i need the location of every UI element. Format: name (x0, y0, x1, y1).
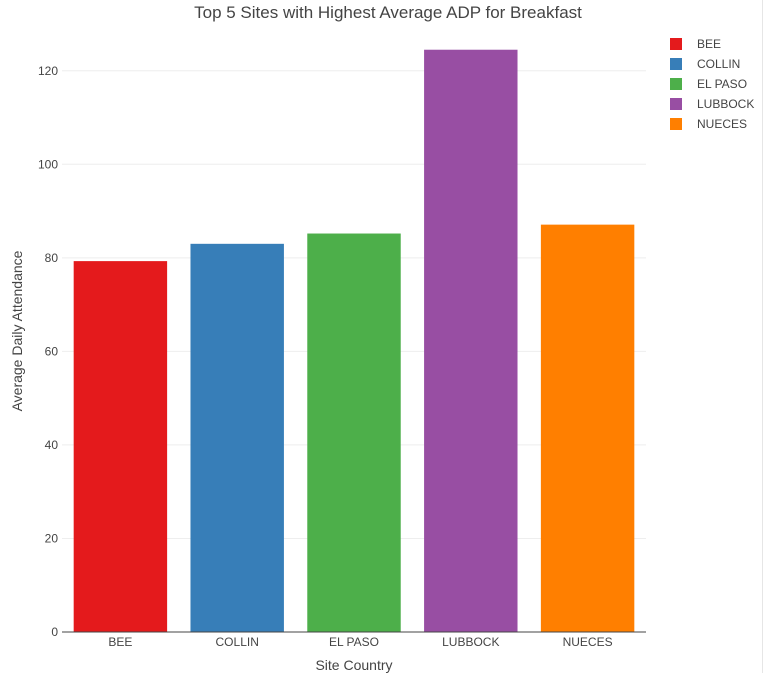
y-tick-label: 80 (45, 251, 59, 265)
legend-swatch (670, 98, 682, 110)
legend-label: EL PASO (697, 77, 747, 91)
y-axis-ticks: 0 20 40 60 80 100 120 (38, 64, 58, 639)
legend-label: LUBBOCK (697, 97, 754, 111)
frame-border-right (762, 0, 763, 673)
bar-nueces (540, 224, 635, 632)
chart-title: Top 5 Sites with Highest Average ADP for… (194, 3, 582, 22)
bar-bee (73, 261, 168, 632)
bar-el-paso (307, 233, 401, 632)
x-tick-label: NUECES (563, 635, 613, 649)
x-tick-label: LUBBOCK (442, 635, 499, 649)
legend: BEE COLLIN EL PASO LUBBOCK NUECES (670, 37, 754, 131)
legend-swatch (670, 38, 682, 50)
x-axis-title: Site Country (315, 657, 392, 673)
y-tick-label: 120 (38, 64, 58, 78)
y-tick-label: 0 (51, 625, 58, 639)
bar-collin (190, 243, 284, 633)
y-axis-title: Average Daily Attendance (9, 250, 25, 411)
x-tick-label: EL PASO (329, 635, 379, 649)
y-tick-label: 60 (45, 344, 59, 358)
x-tick-label: COLLIN (216, 635, 259, 649)
y-tick-label: 100 (38, 157, 58, 171)
x-axis-ticks: BEE COLLIN EL PASO LUBBOCK NUECES (108, 635, 612, 649)
legend-label: NUECES (697, 117, 747, 131)
legend-label: BEE (697, 37, 721, 51)
legend-swatch (670, 58, 682, 70)
legend-swatch (670, 78, 682, 90)
legend-label: COLLIN (697, 57, 740, 71)
bar-lubbock (424, 49, 518, 632)
x-tick-label: BEE (108, 635, 132, 649)
legend-swatch (670, 118, 682, 130)
y-tick-label: 40 (45, 438, 59, 452)
y-tick-label: 20 (45, 531, 59, 545)
bars (73, 49, 635, 633)
